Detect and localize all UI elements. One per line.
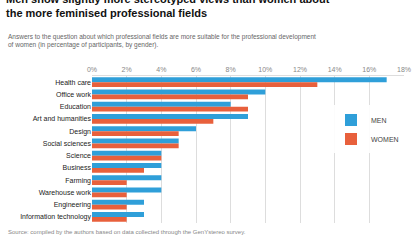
svg-text:Information technology: Information technology — [20, 213, 91, 221]
svg-text:MEN: MEN — [371, 117, 387, 124]
svg-text:Science: Science — [66, 152, 91, 159]
svg-text:2%: 2% — [122, 66, 132, 73]
svg-text:Men show slightly more stereot: Men show slightly more stereotyped views… — [6, 0, 330, 19]
svg-text:Business: Business — [63, 164, 92, 171]
svg-text:Art and humanities: Art and humanities — [33, 115, 92, 122]
svg-text:8%: 8% — [226, 66, 236, 73]
svg-text:Social sciences: Social sciences — [43, 140, 92, 147]
svg-text:0%: 0% — [87, 66, 97, 73]
svg-text:WOMEN: WOMEN — [371, 136, 399, 143]
svg-text:Office work: Office work — [56, 91, 91, 98]
svg-text:6%: 6% — [191, 66, 201, 73]
svg-text:Engineering: Engineering — [54, 201, 91, 209]
svg-text:16%: 16% — [362, 66, 376, 73]
svg-text:Warehouse work: Warehouse work — [39, 189, 92, 196]
svg-text:Source: compiled by the author: Source: compiled by the authors based on… — [8, 229, 246, 235]
svg-text:Health care: Health care — [55, 79, 91, 86]
svg-text:12%: 12% — [293, 66, 307, 73]
svg-text:Answers to the question about: Answers to the question about which prof… — [8, 33, 316, 49]
svg-text:Farming: Farming — [65, 177, 91, 185]
svg-text:4%: 4% — [156, 66, 166, 73]
svg-text:Design: Design — [69, 128, 91, 136]
svg-text:18%: 18% — [397, 66, 411, 73]
svg-text:14%: 14% — [328, 66, 342, 73]
svg-text:Education: Education — [60, 103, 91, 110]
svg-text:10%: 10% — [258, 66, 272, 73]
